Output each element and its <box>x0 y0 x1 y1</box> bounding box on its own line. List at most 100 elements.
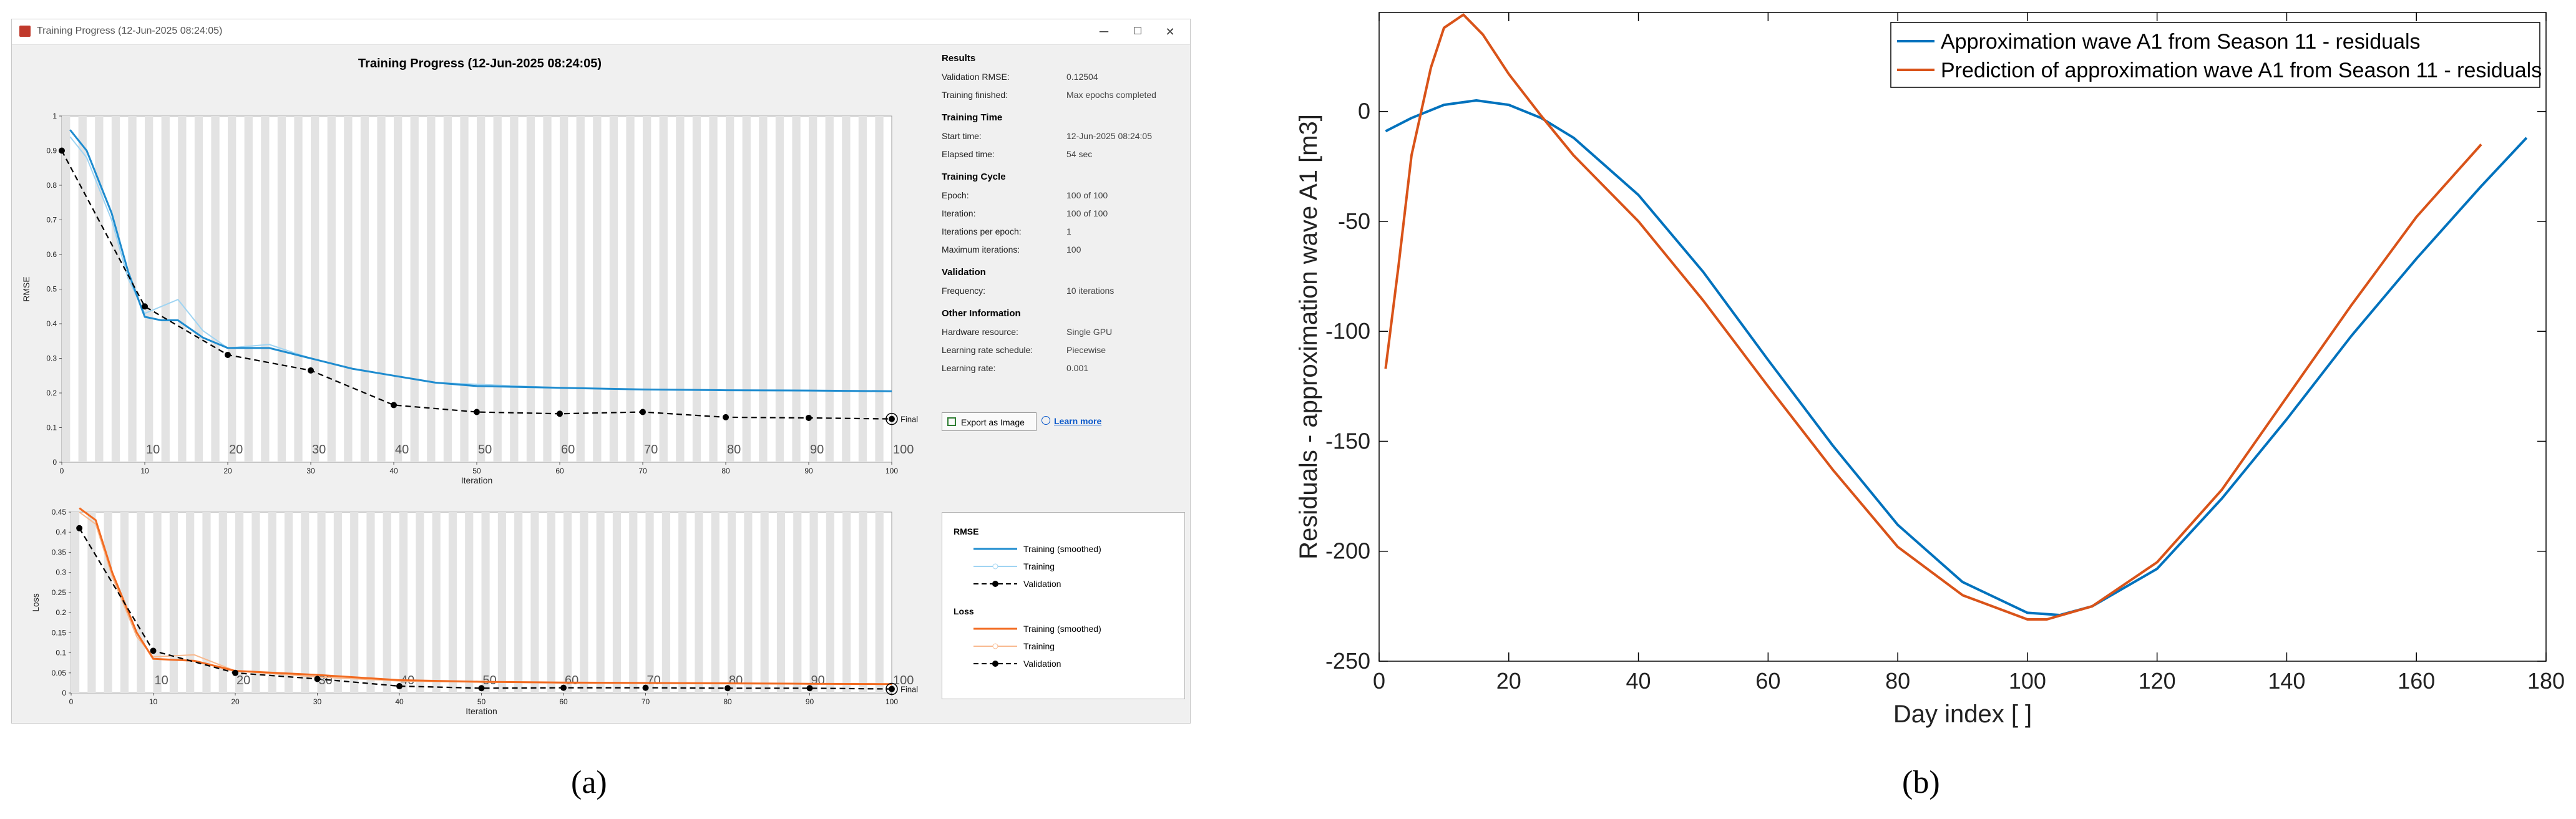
y-tick-label: -250 <box>1325 648 1370 674</box>
y-tick-label: 0.15 <box>52 628 67 637</box>
learn-more-link[interactable]: Learn more <box>1054 416 1102 426</box>
y-tick-label: 0.4 <box>46 319 57 328</box>
epoch-stripe <box>261 116 270 462</box>
epoch-stripe <box>410 116 419 462</box>
info-row: Epoch: 100 of 100 <box>942 186 1191 204</box>
final-marker <box>886 682 898 695</box>
validation-point <box>59 147 65 154</box>
y-axis-label: Residuals - approximation wave A1 [m3] <box>1295 114 1322 560</box>
validation-point <box>232 669 238 676</box>
epoch-stripe <box>432 512 441 693</box>
epoch-stripe <box>178 116 187 462</box>
info-icon <box>1042 416 1050 425</box>
legend-loss-item-1: Training <box>1023 641 1055 651</box>
epoch-stripe <box>576 116 585 462</box>
final-label: Final <box>900 685 918 694</box>
x-tick-label: 0 <box>69 697 74 706</box>
info-key: Epoch: <box>942 190 969 200</box>
epoch-stripe <box>161 116 170 462</box>
y-tick-label: 0.4 <box>56 528 66 536</box>
caption-a: (a) <box>571 765 607 800</box>
epoch-stripe <box>692 116 701 462</box>
epoch-stripe <box>695 512 703 693</box>
epoch-stripe <box>543 116 552 462</box>
epoch-stripe <box>394 116 402 462</box>
info-key: Start time: <box>942 130 982 141</box>
epoch-label: 70 <box>644 443 658 457</box>
epoch-stripe <box>842 116 851 462</box>
y-tick-label: 0.9 <box>46 147 57 155</box>
info-key: Training finished: <box>942 89 1008 100</box>
validation-line <box>61 150 892 420</box>
epoch-stripe <box>377 116 386 462</box>
training-smoothed-line <box>69 129 892 392</box>
legend-marker-loss-validation <box>992 661 998 667</box>
x-tick-label: 50 <box>472 467 481 475</box>
close-button[interactable]: ✕ <box>1165 26 1175 38</box>
epoch-stripe <box>825 116 834 462</box>
x-axis-label: Day index [ ] <box>1893 700 2032 728</box>
minimize-button[interactable]: ─ <box>1099 25 1109 39</box>
chart-legend <box>1890 22 2540 88</box>
info-value: 100 of 100 <box>1066 208 1108 218</box>
epoch-stripe <box>775 116 784 462</box>
epoch-stripe <box>202 512 211 693</box>
info-value: 12-Jun-2025 08:24:05 <box>1066 130 1152 141</box>
validation-line <box>79 528 892 690</box>
legend-rmse-item-2: Validation <box>1023 579 1061 589</box>
epoch-stripe <box>678 512 687 693</box>
epoch-stripe <box>629 512 638 693</box>
y-axis-label: Loss <box>31 593 41 612</box>
epoch-stripe <box>809 116 817 462</box>
epoch-stripe <box>443 116 452 462</box>
epoch-stripe <box>560 116 568 462</box>
export-as-image-button[interactable]: Export as Image <box>942 412 1037 431</box>
epoch-label: 70 <box>647 674 661 687</box>
x-tick-label: 50 <box>477 697 486 706</box>
validation-point <box>806 414 812 421</box>
epoch-stripe <box>530 512 539 693</box>
y-tick-label: 0.5 <box>46 285 57 294</box>
y-tick-label: 0.8 <box>46 181 57 190</box>
info-key: Learning rate: <box>942 362 996 373</box>
epoch-stripe <box>277 116 286 462</box>
info-key: Iteration: <box>942 208 976 218</box>
epoch-label: 10 <box>146 443 160 457</box>
x-tick-label: 60 <box>559 697 568 706</box>
epoch-stripe <box>145 116 154 462</box>
epoch-stripe <box>609 116 618 462</box>
y-tick-label: 0.6 <box>46 250 57 259</box>
epoch-stripe <box>268 512 276 693</box>
epoch-stripe <box>399 512 408 693</box>
x-axis-label: Iteration <box>461 475 493 485</box>
epoch-stripe <box>383 512 391 693</box>
x-tick-label: 100 <box>886 697 898 706</box>
x-tick-label: 100 <box>886 467 898 475</box>
x-tick-label: 120 <box>2139 668 2176 694</box>
epoch-stripe <box>809 512 818 693</box>
epoch-stripe <box>194 116 203 462</box>
x-tick-label: 30 <box>306 467 315 475</box>
x-tick-label: 20 <box>231 697 240 706</box>
legend-marker-rmse-training <box>992 563 998 569</box>
info-value: 0.12504 <box>1066 71 1098 82</box>
validation-point <box>806 685 813 692</box>
y-tick-label: -50 <box>1338 208 1370 234</box>
y-tick-label: 0 <box>1358 99 1370 124</box>
epoch-stripe <box>344 116 353 462</box>
epoch-stripe <box>244 116 253 462</box>
validation-point <box>391 402 397 409</box>
maximize-button[interactable]: ☐ <box>1133 26 1143 37</box>
x-tick-label: 90 <box>806 697 814 706</box>
info-row: Hardware resource: Single GPU <box>942 322 1191 341</box>
y-tick-label: 0.3 <box>56 568 66 577</box>
window-titlebar: Training Progress (12-Jun-2025 08:24:05)… <box>12 19 1190 45</box>
epoch-label: 30 <box>312 443 326 457</box>
epoch-stripe <box>137 512 145 693</box>
window-title: Training Progress (12-Jun-2025 08:24:05) <box>37 26 223 36</box>
epoch-stripe <box>477 116 485 462</box>
info-row: Elapsed time: 54 sec <box>942 145 1191 163</box>
epoch-label: 60 <box>565 674 578 687</box>
y-tick-label: 1 <box>52 112 57 120</box>
epoch-stripe <box>726 116 734 462</box>
